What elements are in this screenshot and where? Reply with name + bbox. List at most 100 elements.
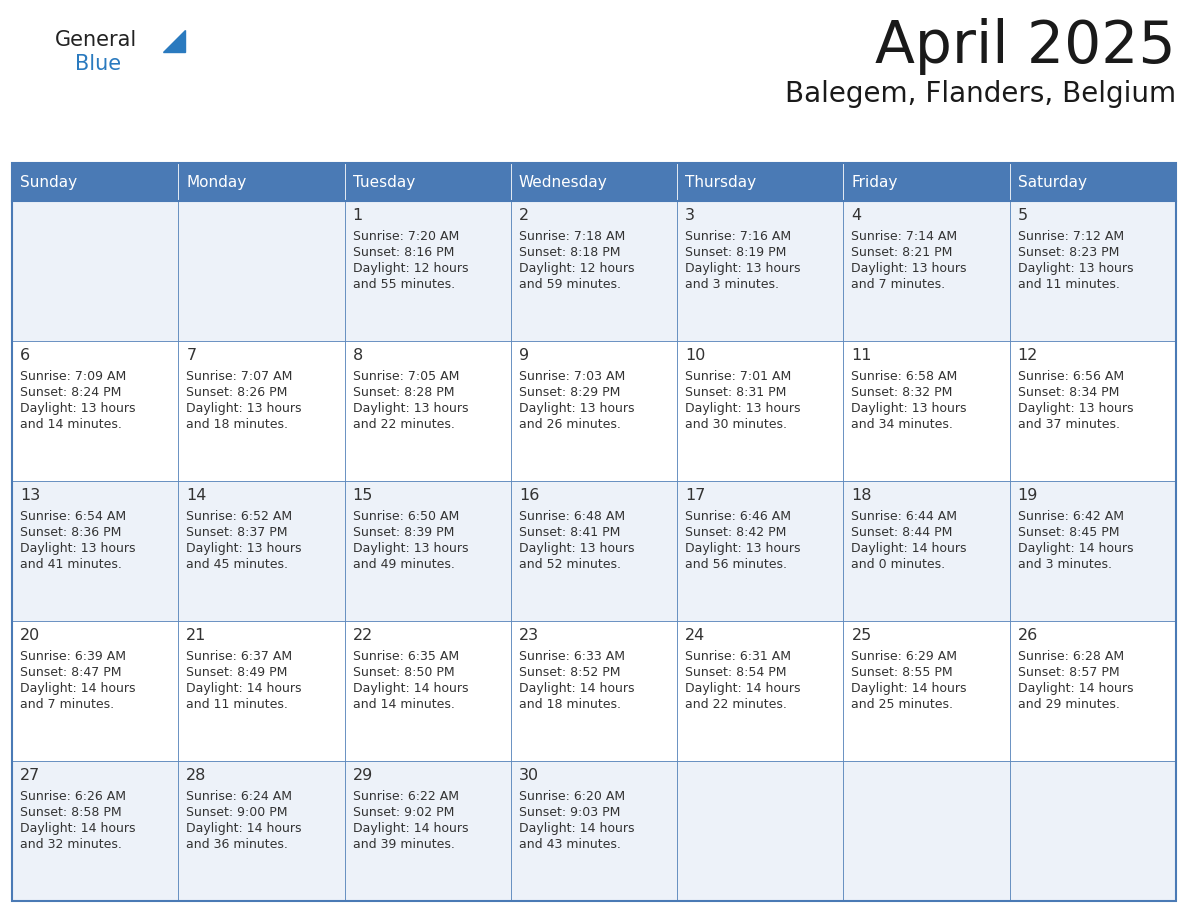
Text: Sunrise: 6:33 AM: Sunrise: 6:33 AM (519, 650, 625, 663)
Text: and 11 minutes.: and 11 minutes. (187, 698, 289, 711)
Text: Sunset: 8:26 PM: Sunset: 8:26 PM (187, 386, 287, 399)
Text: 10: 10 (685, 348, 706, 363)
Text: Saturday: Saturday (1018, 174, 1087, 189)
Text: and 56 minutes.: and 56 minutes. (685, 558, 788, 571)
Bar (843, 163, 1010, 201)
Text: Sunset: 8:47 PM: Sunset: 8:47 PM (20, 666, 121, 679)
Text: Sunset: 8:55 PM: Sunset: 8:55 PM (852, 666, 953, 679)
Bar (1010, 341, 1176, 481)
Text: Sunrise: 6:44 AM: Sunrise: 6:44 AM (852, 510, 958, 523)
Text: Daylight: 13 hours: Daylight: 13 hours (519, 402, 634, 415)
Text: and 3 minutes.: and 3 minutes. (1018, 558, 1112, 571)
Text: Daylight: 13 hours: Daylight: 13 hours (852, 262, 967, 275)
Text: and 11 minutes.: and 11 minutes. (1018, 278, 1119, 291)
Bar (677, 341, 843, 481)
Text: General: General (55, 30, 138, 50)
Text: Daylight: 12 hours: Daylight: 12 hours (519, 262, 634, 275)
Bar (178, 163, 345, 201)
Text: 19: 19 (1018, 488, 1038, 503)
Text: 18: 18 (852, 488, 872, 503)
Text: 13: 13 (20, 488, 40, 503)
Bar (843, 621, 1010, 761)
Text: Sunrise: 7:07 AM: Sunrise: 7:07 AM (187, 370, 292, 383)
Text: and 30 minutes.: and 30 minutes. (685, 418, 788, 431)
Text: Daylight: 14 hours: Daylight: 14 hours (519, 682, 634, 695)
Text: Sunrise: 7:14 AM: Sunrise: 7:14 AM (852, 230, 958, 243)
Text: Sunrise: 6:54 AM: Sunrise: 6:54 AM (20, 510, 126, 523)
Text: Sunrise: 6:42 AM: Sunrise: 6:42 AM (1018, 510, 1124, 523)
Bar (12, 201, 178, 341)
Text: Thursday: Thursday (685, 174, 757, 189)
Text: Sunday: Sunday (20, 174, 77, 189)
Text: 27: 27 (20, 768, 40, 783)
Bar (178, 201, 345, 341)
Bar (677, 201, 843, 341)
Text: Sunset: 8:58 PM: Sunset: 8:58 PM (20, 806, 121, 819)
Text: Daylight: 14 hours: Daylight: 14 hours (353, 822, 468, 835)
Text: Sunset: 8:21 PM: Sunset: 8:21 PM (852, 246, 953, 259)
Text: Sunset: 8:52 PM: Sunset: 8:52 PM (519, 666, 620, 679)
Bar (345, 621, 511, 761)
Text: Sunrise: 6:29 AM: Sunrise: 6:29 AM (852, 650, 958, 663)
Text: 4: 4 (852, 208, 861, 223)
Bar (677, 163, 843, 201)
Text: Sunrise: 6:20 AM: Sunrise: 6:20 AM (519, 790, 625, 803)
Text: 14: 14 (187, 488, 207, 503)
Text: 26: 26 (1018, 628, 1038, 643)
Text: Sunset: 8:18 PM: Sunset: 8:18 PM (519, 246, 620, 259)
Text: 30: 30 (519, 768, 539, 783)
Text: Tuesday: Tuesday (353, 174, 415, 189)
Text: Daylight: 14 hours: Daylight: 14 hours (1018, 682, 1133, 695)
Bar (511, 621, 677, 761)
Text: Daylight: 12 hours: Daylight: 12 hours (353, 262, 468, 275)
Text: Sunset: 8:36 PM: Sunset: 8:36 PM (20, 526, 121, 539)
Bar (12, 761, 178, 901)
Text: Daylight: 13 hours: Daylight: 13 hours (685, 402, 801, 415)
Bar (1010, 481, 1176, 621)
Text: and 18 minutes.: and 18 minutes. (519, 698, 621, 711)
Bar (345, 341, 511, 481)
Text: 6: 6 (20, 348, 30, 363)
Text: Sunrise: 6:35 AM: Sunrise: 6:35 AM (353, 650, 459, 663)
Text: Sunrise: 6:24 AM: Sunrise: 6:24 AM (187, 790, 292, 803)
Text: and 18 minutes.: and 18 minutes. (187, 418, 289, 431)
Text: Daylight: 13 hours: Daylight: 13 hours (20, 402, 135, 415)
Bar (677, 621, 843, 761)
Text: Sunset: 8:19 PM: Sunset: 8:19 PM (685, 246, 786, 259)
Text: Daylight: 14 hours: Daylight: 14 hours (187, 822, 302, 835)
Text: Sunrise: 7:18 AM: Sunrise: 7:18 AM (519, 230, 625, 243)
Bar (1010, 621, 1176, 761)
Text: Sunset: 8:34 PM: Sunset: 8:34 PM (1018, 386, 1119, 399)
Polygon shape (163, 30, 185, 52)
Text: Sunrise: 6:46 AM: Sunrise: 6:46 AM (685, 510, 791, 523)
Text: Sunset: 8:45 PM: Sunset: 8:45 PM (1018, 526, 1119, 539)
Text: 25: 25 (852, 628, 872, 643)
Text: Sunset: 8:16 PM: Sunset: 8:16 PM (353, 246, 454, 259)
Text: 28: 28 (187, 768, 207, 783)
Text: 12: 12 (1018, 348, 1038, 363)
Text: Sunset: 8:31 PM: Sunset: 8:31 PM (685, 386, 786, 399)
Bar (511, 761, 677, 901)
Text: Sunrise: 6:39 AM: Sunrise: 6:39 AM (20, 650, 126, 663)
Text: Friday: Friday (852, 174, 898, 189)
Text: and 0 minutes.: and 0 minutes. (852, 558, 946, 571)
Bar (345, 481, 511, 621)
Text: Daylight: 14 hours: Daylight: 14 hours (20, 682, 135, 695)
Text: Sunset: 8:28 PM: Sunset: 8:28 PM (353, 386, 454, 399)
Text: Wednesday: Wednesday (519, 174, 607, 189)
Text: Daylight: 13 hours: Daylight: 13 hours (685, 542, 801, 555)
Bar (843, 761, 1010, 901)
Text: Sunset: 8:24 PM: Sunset: 8:24 PM (20, 386, 121, 399)
Text: Daylight: 14 hours: Daylight: 14 hours (519, 822, 634, 835)
Text: Sunrise: 6:58 AM: Sunrise: 6:58 AM (852, 370, 958, 383)
Text: and 14 minutes.: and 14 minutes. (353, 698, 455, 711)
Text: Sunrise: 7:05 AM: Sunrise: 7:05 AM (353, 370, 459, 383)
Bar (12, 341, 178, 481)
Text: Sunset: 8:29 PM: Sunset: 8:29 PM (519, 386, 620, 399)
Text: and 59 minutes.: and 59 minutes. (519, 278, 621, 291)
Text: 7: 7 (187, 348, 196, 363)
Text: Sunset: 8:41 PM: Sunset: 8:41 PM (519, 526, 620, 539)
Text: Sunrise: 6:52 AM: Sunrise: 6:52 AM (187, 510, 292, 523)
Text: 15: 15 (353, 488, 373, 503)
Text: Daylight: 13 hours: Daylight: 13 hours (353, 542, 468, 555)
